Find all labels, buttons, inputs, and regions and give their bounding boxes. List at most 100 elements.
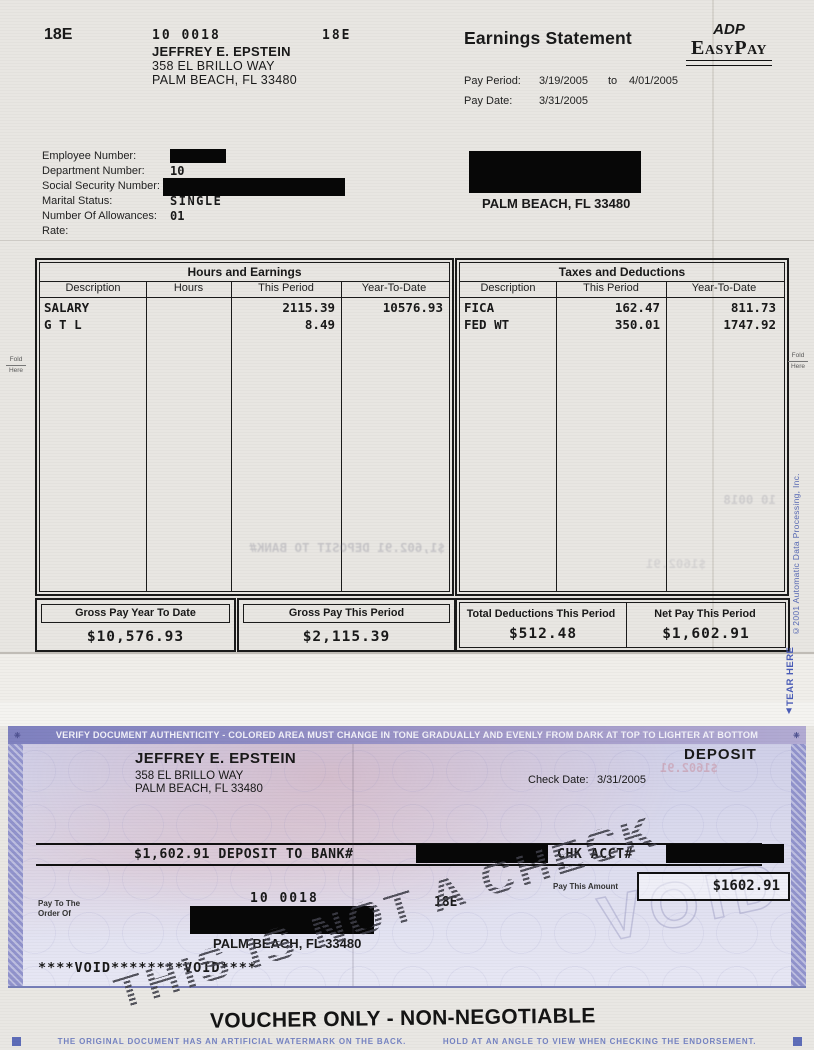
pay-period-end: 4/01/2005: [629, 75, 678, 87]
info-label-ssn: Social Security Number:: [42, 180, 160, 192]
vertical-crease: [712, 0, 714, 652]
payer-address1: 358 EL BRILLO WAY: [135, 770, 244, 782]
check-border-left: [8, 744, 23, 986]
deductions-table: Taxes and Deductions Description This Pe…: [455, 258, 789, 596]
deposit-type-label: DEPOSIT: [684, 746, 757, 763]
control-number: 10 0018: [152, 28, 221, 43]
pay-period-start: 3/19/2005: [539, 75, 588, 87]
row-fedwt-desc: FED WT: [464, 317, 510, 332]
info-label-employee-number: Employee Number:: [42, 150, 137, 162]
column-divider: [556, 281, 557, 591]
redaction-account-number: [666, 844, 784, 863]
tear-here-label: TEAR HERE: [785, 646, 796, 706]
order-of-label: Order Of: [38, 909, 71, 918]
logo-letter: P: [734, 37, 748, 59]
info-value-department: 10: [170, 164, 185, 178]
pay-period-label: Pay Period:: [464, 75, 521, 87]
fine-print-right: HOLD AT AN ANGLE TO VIEW WHEN CHECKING T…: [442, 1036, 757, 1046]
logo-underline: [686, 60, 772, 66]
amount-value: $1602.91: [712, 878, 780, 894]
fold-here-marker-left: Fold Here: [3, 356, 29, 375]
fine-print-square-left: [12, 1036, 21, 1046]
authenticity-banner: ❈ VERIFY DOCUMENT AUTHENTICITY - COLORED…: [8, 726, 806, 744]
statement-paper: [0, 0, 814, 726]
employer-city: PALM BEACH, FL 33480: [482, 196, 631, 211]
col-this-period: This Period: [258, 282, 314, 294]
banner-text: VERIFY DOCUMENT AUTHENTICITY - COLORED A…: [55, 730, 759, 740]
redaction-bank-number: [416, 844, 548, 863]
deductions-table-title: Taxes and Deductions: [460, 263, 784, 282]
total-gross-period-label: Gross Pay This Period: [243, 604, 450, 623]
check-crease: [352, 744, 354, 986]
redaction-employer: [469, 151, 641, 193]
total-gross-ytd: Gross Pay Year To Date $10,576.93: [35, 598, 236, 652]
total-deductions-net: Total Deductions This Period $512.48 Net…: [455, 598, 790, 652]
chk-acct-label: CHK ACCT#: [557, 847, 633, 862]
easypay-logo-text: EASYPAY: [684, 38, 774, 58]
pay-period-to: to: [608, 75, 618, 87]
fold-word: Fold: [9, 356, 23, 363]
total-gross-ytd-label: Gross Pay Year To Date: [41, 604, 230, 623]
row-gtl-desc: G T L: [44, 317, 82, 332]
employee-address2: PALM BEACH, FL 33480: [152, 73, 297, 87]
corner-code: 18E: [44, 26, 73, 43]
check-date-label: Check Date:: [528, 774, 589, 786]
row-fica-ytd: 811.73: [730, 300, 776, 315]
logo-letter: E: [690, 37, 705, 59]
deductions-table-inner: Taxes and Deductions Description This Pe…: [459, 262, 785, 592]
ghost-red-text: $1602.91: [660, 761, 718, 775]
payer-address2: PALM BEACH, FL 33480: [135, 783, 263, 795]
check-border-right: [791, 744, 806, 986]
banner-ornament-right: ❈: [793, 730, 800, 740]
pay-to-the-label: Pay To The: [38, 899, 81, 908]
fine-print-row: THE ORIGINAL DOCUMENT HAS AN ARTIFICIAL …: [12, 1035, 802, 1047]
column-divider: [666, 281, 667, 591]
total-gross-period: Gross Pay This Period $2,115.39: [237, 598, 456, 652]
column-divider: [341, 281, 342, 591]
column-divider: [146, 281, 147, 591]
earnings-header-row: Description Hours This Period Year-To-Da…: [40, 281, 449, 298]
ghost-text: 10 0018: [723, 492, 776, 507]
logo-letters: ASY: [704, 43, 735, 58]
totals-divider: [626, 603, 627, 647]
row-fica-this-period: 162.47: [614, 300, 660, 315]
adp-logo-text: ADP: [713, 21, 745, 38]
void-line: ****VOID********VOID****: [38, 960, 257, 976]
info-label-department: Department Number:: [42, 165, 145, 177]
voucher-only-line: VOUCHER ONLY - NON-NEGOTIABLE: [209, 1004, 596, 1033]
amount-box: $1602.91: [637, 872, 790, 901]
fine-print-left: THE ORIGINAL DOCUMENT HAS AN ARTIFICIAL …: [57, 1036, 407, 1046]
here-word: Here: [790, 363, 806, 370]
total-net-value: $1,602.91: [662, 626, 750, 642]
paper-edge: [0, 652, 814, 654]
info-value-allowances: 01: [170, 209, 185, 223]
horizontal-crease: [0, 240, 814, 241]
info-value-marital: SINGLE: [170, 194, 223, 208]
col-ytd: Year-To-Date: [361, 282, 427, 294]
earnings-table-inner: Hours and Earnings Description Hours Thi…: [39, 262, 450, 592]
check-date: 3/31/2005: [597, 774, 646, 786]
row-gtl-this-period: 8.49: [304, 317, 335, 332]
ghost-text: $1602.91: [645, 556, 706, 571]
tear-here-arrow: ▼: [784, 706, 794, 717]
total-gross-period-value: $2,115.39: [302, 629, 391, 645]
totals-inner-border: Total Deductions This Period $512.48 Net…: [459, 602, 786, 648]
logo-letters: AY: [747, 43, 767, 58]
earnings-table-title: Hours and Earnings: [40, 263, 449, 282]
total-gross-ytd-value: $10,576.93: [86, 629, 185, 645]
fold-rule: [788, 361, 808, 362]
banner-ornament-left: ❈: [14, 730, 21, 740]
fold-word: Fold: [791, 352, 805, 359]
fold-here-marker-right: Fold Here: [785, 352, 811, 371]
pay-date-label: Pay Date:: [464, 95, 513, 107]
row-fedwt-this-period: 350.01: [614, 317, 660, 332]
row-salary-desc: SALARY: [44, 300, 90, 315]
voucher-control-code: 18E: [434, 895, 457, 910]
paper-band-light: [0, 702, 814, 726]
info-label-allowances: Number Of Allowances:: [42, 210, 157, 222]
earnings-table: Hours and Earnings Description Hours Thi…: [35, 258, 454, 596]
redaction-ssn: [163, 178, 345, 196]
col-description: Description: [65, 282, 121, 294]
ghost-text: $1,602.91 DEPOSIT TO BANK#: [249, 540, 445, 555]
adp-easypay-logo: ADP EASYPAY: [684, 22, 774, 66]
